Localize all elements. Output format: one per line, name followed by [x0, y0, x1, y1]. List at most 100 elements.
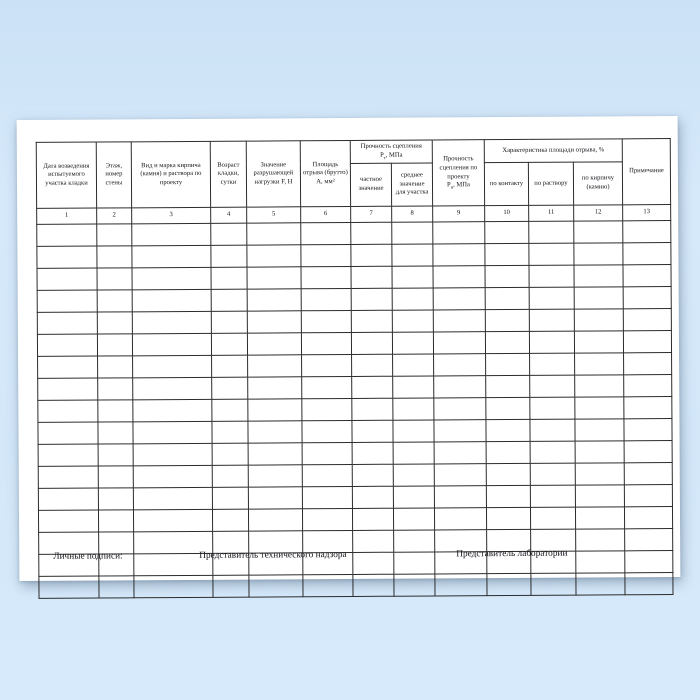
empty-cell — [486, 463, 531, 486]
empty-cell — [432, 265, 486, 288]
empty-cell — [352, 442, 394, 465]
empty-cell — [623, 286, 672, 309]
empty-cell — [573, 242, 624, 266]
empty-cell — [211, 399, 248, 422]
empty-cell — [97, 377, 133, 401]
empty-cell — [623, 396, 672, 419]
empty-cell — [528, 243, 574, 266]
empty-cell — [486, 507, 531, 530]
empty-cell — [98, 465, 134, 489]
design-strength-label: Прочность сцепления по проекту — [439, 155, 478, 180]
empty-cell — [38, 444, 99, 467]
empty-cell — [574, 396, 624, 420]
empty-cell — [248, 486, 303, 510]
empty-cell — [352, 486, 394, 509]
group-bond-unit: , МПа — [385, 151, 403, 159]
empty-cell — [302, 442, 353, 465]
empty-cell — [133, 575, 214, 598]
table-header: Дата возведения испытуемого участка клад… — [36, 138, 671, 225]
empty-cell — [575, 506, 625, 530]
empty-cell — [391, 221, 433, 245]
signatures-label: Личные подписи: — [53, 551, 123, 562]
empty-cell — [301, 420, 353, 443]
empty-cell — [97, 333, 133, 357]
empty-cell — [434, 441, 487, 464]
empty-cell — [573, 264, 624, 288]
col-number: 3 — [131, 207, 211, 224]
empty-cell — [132, 311, 212, 334]
empty-cell — [392, 375, 434, 399]
empty-cell — [433, 397, 486, 420]
empty-cell — [38, 488, 99, 511]
empty-cell — [574, 418, 625, 442]
empty-cell — [37, 356, 98, 379]
header-col-by-brick: по кирпичу (камню) — [573, 161, 623, 206]
empty-cell — [302, 464, 353, 487]
empty-cell — [530, 463, 576, 486]
empty-cell — [132, 399, 212, 422]
empty-cell — [247, 398, 302, 422]
empty-cell — [529, 353, 575, 376]
empty-cell — [575, 484, 625, 508]
empty-cell — [623, 418, 673, 441]
empty-cell — [575, 440, 625, 464]
empty-cell — [301, 310, 352, 333]
empty-cell — [302, 574, 354, 597]
col-number: 9 — [432, 205, 485, 222]
empty-cell — [96, 223, 132, 247]
empty-cell — [36, 246, 98, 269]
empty-cell — [301, 288, 352, 311]
empty-cell — [393, 441, 435, 465]
empty-cell — [37, 422, 99, 445]
header-group-bond-strength: Прочность сцепления Рт, МПа — [350, 139, 433, 164]
header-col-by-mortar: по раствору — [528, 162, 574, 206]
empty-cell — [529, 397, 575, 420]
empty-cell — [301, 376, 352, 399]
empty-cell — [98, 509, 134, 533]
empty-cell — [393, 573, 436, 597]
empty-cell — [37, 290, 98, 313]
empty-cell — [623, 330, 672, 353]
empty-cell — [434, 485, 487, 508]
empty-cell — [351, 376, 393, 399]
empty-cell — [528, 265, 575, 288]
empty-cell — [247, 332, 302, 356]
empty-cell — [212, 443, 249, 466]
empty-cell — [624, 462, 673, 485]
empty-cell — [624, 484, 673, 507]
col-number: 8 — [391, 205, 433, 223]
empty-cell — [623, 352, 672, 375]
empty-cell — [38, 576, 100, 599]
empty-cell — [212, 575, 250, 598]
empty-cell — [132, 267, 212, 290]
empty-cell — [352, 574, 395, 597]
empty-cell — [247, 266, 302, 290]
empty-cell — [575, 462, 625, 486]
header-col-brick-mortar: Вид и марка кирпича (камня) и раствора п… — [131, 141, 211, 208]
empty-cell — [623, 308, 672, 331]
empty-cell — [433, 353, 486, 376]
empty-cell — [351, 398, 393, 421]
header-col-load: Значение разрушающей нагрузки F, Н — [246, 140, 301, 208]
empty-cell — [433, 309, 486, 332]
col-number: 12 — [573, 204, 623, 222]
empty-cell — [392, 309, 434, 333]
empty-cell — [37, 334, 98, 357]
empty-cell — [530, 441, 576, 464]
col-number: 6 — [300, 206, 351, 223]
empty-cell — [392, 353, 434, 377]
empty-cell — [529, 419, 576, 442]
empty-cell — [485, 353, 530, 376]
empty-cell — [432, 221, 485, 244]
table-body — [36, 220, 674, 599]
header-col-design-strength: Прочность сцепления по проекту Рн, МПа — [432, 139, 485, 206]
empty-cell — [211, 355, 248, 378]
empty-cell — [351, 288, 393, 311]
empty-cell — [302, 508, 353, 531]
empty-cell — [37, 312, 98, 335]
empty-cell — [575, 572, 626, 596]
empty-cell — [211, 421, 249, 444]
empty-cell — [622, 220, 671, 243]
empty-cell — [624, 506, 673, 529]
empty-cell — [98, 487, 134, 511]
